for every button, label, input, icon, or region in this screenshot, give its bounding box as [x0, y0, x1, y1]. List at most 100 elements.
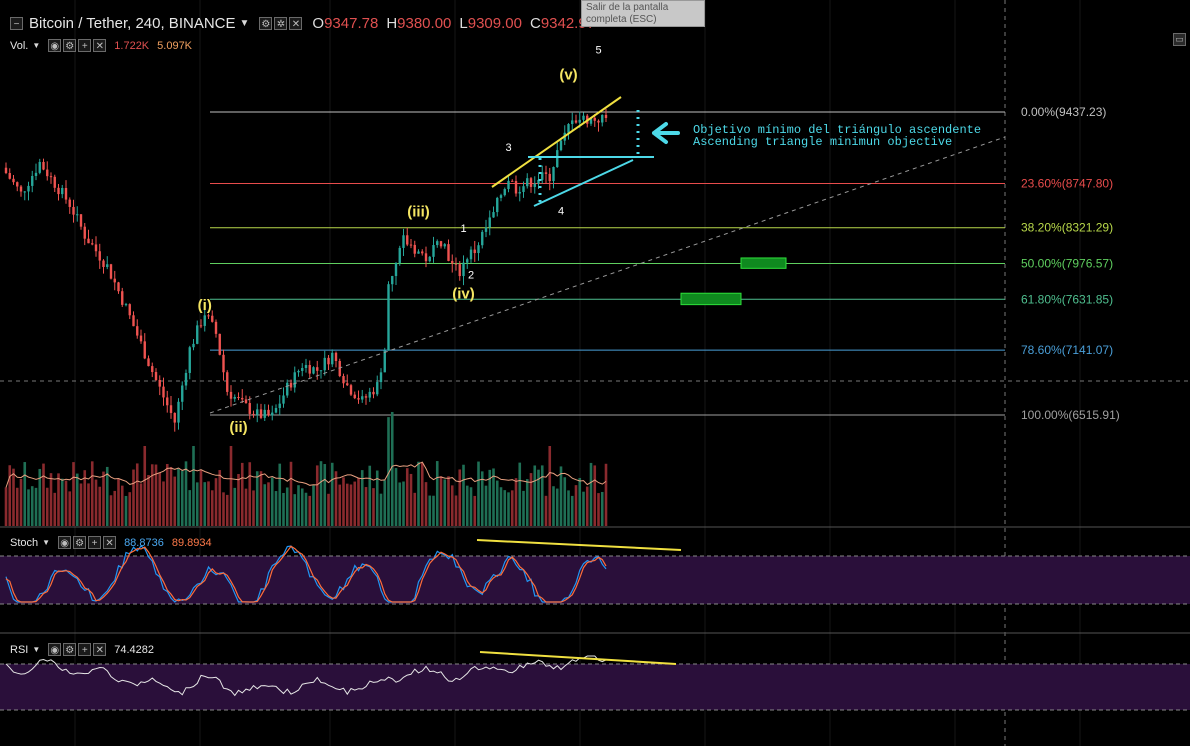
candle-body: [514, 180, 518, 194]
volume-bar: [274, 491, 278, 526]
volume-bar: [30, 486, 34, 526]
volume-bar: [45, 487, 49, 526]
volume-bar: [465, 485, 469, 526]
candle-body: [162, 386, 165, 398]
grid: [74, 0, 1081, 746]
candle-body: [132, 315, 135, 327]
volume-bar: [218, 470, 222, 526]
volume-bar: [188, 490, 192, 526]
candle-body: [327, 357, 330, 365]
rsi-divergence-line: [479, 651, 677, 665]
rsi-band: [0, 664, 1190, 710]
rsi-label[interactable]: RSI: [10, 643, 29, 656]
volume-bar: [334, 471, 338, 526]
volume-bar: [199, 470, 203, 526]
eye-icon[interactable]: ◉: [58, 536, 72, 549]
settings-icon[interactable]: ⚙: [63, 39, 77, 52]
candle-body: [128, 304, 131, 316]
collapse-icon[interactable]: −: [10, 17, 23, 30]
candle-body: [552, 167, 555, 182]
candle-body: [589, 117, 593, 124]
volume-bar: [214, 478, 218, 526]
maximize-icon[interactable]: ▭: [1173, 33, 1186, 46]
volume-bar: [315, 465, 319, 526]
volume-bar: [420, 462, 424, 526]
volume-bar: [375, 470, 379, 526]
annotation-line1: Objetivo mínimo del triángulo ascendente: [693, 123, 981, 137]
volume-bar: [278, 463, 282, 526]
chevron-down-icon[interactable]: ▼: [32, 41, 41, 50]
chevron-down-icon[interactable]: ▼: [32, 645, 41, 654]
volume-bar: [237, 474, 240, 526]
chevron-down-icon[interactable]: ▼: [239, 18, 250, 29]
candle-body: [271, 412, 274, 416]
close-icon[interactable]: ✕: [93, 39, 107, 52]
volume-bar: [394, 468, 398, 526]
candle-body: [353, 394, 356, 399]
chevron-down-icon[interactable]: ▼: [42, 538, 51, 547]
candle-body: [387, 284, 390, 351]
candle-body: [293, 372, 296, 388]
settings-icon[interactable]: ⚙: [73, 536, 87, 549]
close-icon[interactable]: ✕: [103, 536, 117, 549]
plus-icon[interactable]: +: [78, 39, 92, 52]
volume-bar: [248, 462, 252, 526]
volume-bar: [132, 469, 135, 526]
candle-body: [394, 262, 398, 277]
volume-bar: [255, 471, 259, 526]
plus-icon[interactable]: +: [88, 536, 102, 549]
candle-body: [61, 187, 64, 195]
candle-body: [544, 172, 548, 174]
candle-body: [278, 403, 281, 409]
candle-body: [237, 397, 240, 399]
volume-bar: [473, 495, 477, 526]
eye-icon[interactable]: ◉: [48, 643, 62, 656]
stoch-label[interactable]: Stoch: [10, 536, 39, 549]
plus-icon[interactable]: +: [78, 643, 92, 656]
gear-icon[interactable]: ✲: [274, 17, 288, 30]
candle-body: [567, 124, 570, 133]
volume-bar: [225, 494, 229, 526]
volume-label[interactable]: Vol.: [10, 39, 29, 52]
close-icon[interactable]: ✕: [289, 17, 303, 30]
settings-icon[interactable]: ⚙: [63, 643, 77, 656]
candle-body: [68, 199, 71, 207]
candle-body: [541, 172, 544, 180]
exit-fullscreen-tooltip: Salir de la pantalla completa (ESC): [581, 0, 705, 27]
volume-bar: [563, 477, 567, 526]
target-zones: [680, 257, 787, 306]
volume-bar: [147, 474, 150, 526]
candle-body: [424, 253, 428, 262]
fib-label: 38.20%(8321.29): [1021, 221, 1113, 235]
close-icon[interactable]: ✕: [93, 643, 107, 656]
volume-bar: [597, 493, 600, 526]
volume-bar: [293, 494, 297, 526]
volume-bar: [559, 466, 563, 526]
volume-bar: [184, 461, 188, 526]
candle-body: [342, 376, 345, 384]
volume-bar: [484, 485, 488, 526]
candle-body: [289, 382, 293, 388]
symbol-title[interactable]: Bitcoin / Tether, 240, BINANCE: [29, 15, 236, 32]
candle-body: [593, 117, 596, 121]
eye-icon[interactable]: ◉: [48, 39, 62, 52]
candle-body: [199, 325, 203, 327]
volume-ma-line: [5, 461, 607, 488]
volume-bar: [480, 471, 484, 526]
candle-body: [323, 357, 326, 371]
candle-body: [38, 161, 41, 173]
volume-bar: [578, 477, 582, 526]
volume-bar: [57, 473, 60, 526]
volume-bar: [604, 463, 608, 526]
candle-body: [432, 245, 435, 257]
annotation-line2: Ascending triangle minimun objective: [693, 135, 952, 149]
stoch-k-value: 88.8736: [124, 536, 164, 549]
volume-bar: [492, 468, 495, 526]
settings-icon[interactable]: ⚙: [259, 17, 273, 30]
volume-bar: [34, 487, 38, 526]
volume-bar: [263, 484, 267, 526]
volume-bar: [72, 462, 75, 526]
elliott-wave-labels: (i) (ii) (iii) (iv) (v) 1 2 3 4 5: [198, 45, 602, 437]
volume-bar: [533, 465, 537, 526]
candle-body: [447, 244, 450, 261]
